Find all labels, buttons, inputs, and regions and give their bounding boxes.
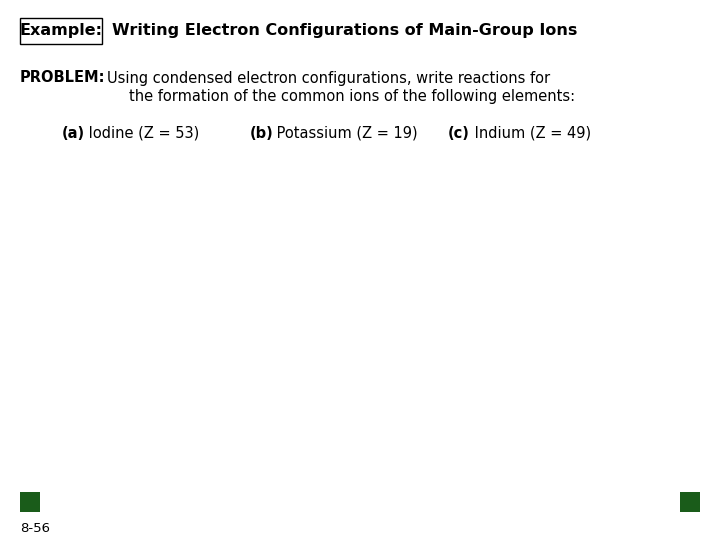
Text: Writing Electron Configurations of Main-Group Ions: Writing Electron Configurations of Main-… (112, 24, 577, 38)
Text: Using condensed electron configurations, write reactions for: Using condensed electron configurations,… (107, 71, 550, 85)
Text: Example:: Example: (19, 24, 102, 38)
Text: Indium (Z = 49): Indium (Z = 49) (470, 125, 591, 140)
Text: the formation of the common ions of the following elements:: the formation of the common ions of the … (129, 90, 575, 105)
Text: (b): (b) (250, 125, 274, 140)
Text: (c): (c) (448, 125, 470, 140)
Text: Potassium (Z = 19): Potassium (Z = 19) (272, 125, 418, 140)
Text: (a): (a) (62, 125, 85, 140)
FancyBboxPatch shape (680, 492, 700, 512)
FancyBboxPatch shape (20, 492, 40, 512)
FancyBboxPatch shape (20, 18, 102, 44)
Text: 8-56: 8-56 (20, 522, 50, 535)
Text: Iodine (Z = 53): Iodine (Z = 53) (84, 125, 199, 140)
Text: PROBLEM:: PROBLEM: (20, 71, 106, 85)
